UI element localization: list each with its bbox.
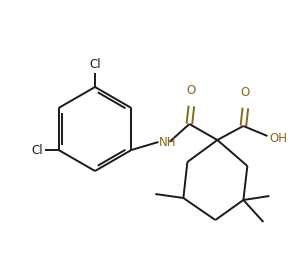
- Text: Cl: Cl: [31, 143, 43, 157]
- Text: Cl: Cl: [89, 58, 101, 71]
- Text: OH: OH: [269, 132, 287, 145]
- Text: NH: NH: [159, 135, 177, 148]
- Text: O: O: [187, 84, 196, 97]
- Text: O: O: [241, 86, 250, 99]
